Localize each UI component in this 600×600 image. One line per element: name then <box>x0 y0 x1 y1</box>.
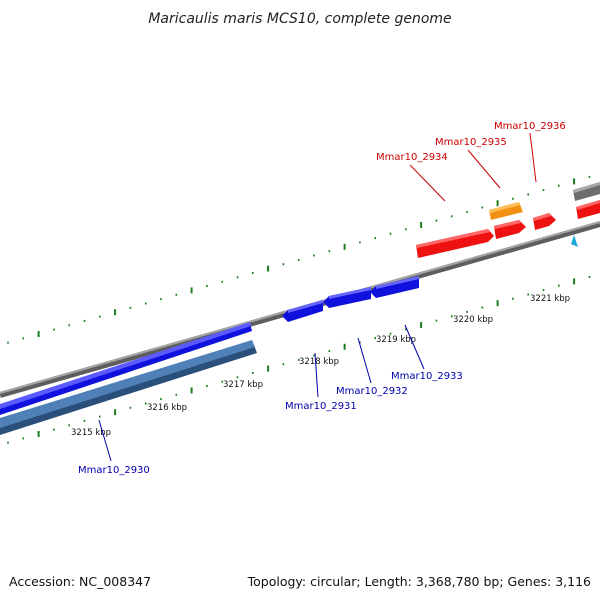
scale-tick-labels: 3215 kbp 3216 kbp 3217 kbp 3218 kbp 3219… <box>71 294 570 438</box>
tick-label-3218: 3218 kbp <box>299 357 339 367</box>
gene-label-mmar10-2933[interactable]: Mmar10_2933 <box>391 371 463 382</box>
accession-text: Accession: NC_008347 <box>9 574 151 589</box>
gene-mmar10-2936[interactable] <box>533 213 556 230</box>
gene-mmar10-2931[interactable] <box>282 300 323 322</box>
gene-label-mmar10-2935[interactable]: Mmar10_2935 <box>435 137 507 148</box>
tick-label-3220: 3220 kbp <box>453 315 493 325</box>
tick-label-3216: 3216 kbp <box>147 403 187 413</box>
gene-label-mmar10-2936[interactable]: Mmar10_2936 <box>494 121 566 132</box>
gene-label-mmar10-2931[interactable]: Mmar10_2931 <box>285 401 357 412</box>
genome-title: Maricaulis maris MCS10, complete genome <box>148 11 451 27</box>
gene-right-red[interactable] <box>576 200 600 219</box>
gene-mmar10-2930[interactable] <box>0 340 257 435</box>
tick-dot-tracks <box>7 176 591 444</box>
gene-mmar10-2932[interactable] <box>323 287 371 308</box>
tick-label-3221: 3221 kbp <box>530 294 570 304</box>
gene-mmar10-2935-orange[interactable] <box>489 202 523 220</box>
genome-info-text: Topology: circular; Length: 3,368,780 bp… <box>247 574 591 589</box>
cyan-triangle-marker-icon <box>571 235 578 247</box>
tick-label-3215: 3215 kbp <box>71 428 111 438</box>
tick-label-3217: 3217 kbp <box>223 380 263 390</box>
gene-mmar10-2935[interactable] <box>494 220 526 239</box>
gene-mmar10-2934[interactable] <box>416 229 494 258</box>
gene-mmar10-2933[interactable] <box>370 276 419 298</box>
gene-labels: Mmar10_2934 Mmar10_2935 Mmar10_2936 Mmar… <box>78 121 566 476</box>
gene-right-gray[interactable] <box>573 182 600 201</box>
label-leader-lines <box>98 132 537 462</box>
gene-label-mmar10-2932[interactable]: Mmar10_2932 <box>336 386 408 397</box>
gene-mmar10-2930-blue[interactable] <box>0 322 252 415</box>
gene-label-mmar10-2930[interactable]: Mmar10_2930 <box>78 465 150 476</box>
gene-label-mmar10-2934[interactable]: Mmar10_2934 <box>376 152 448 163</box>
tick-label-3219: 3219 kbp <box>376 335 416 345</box>
